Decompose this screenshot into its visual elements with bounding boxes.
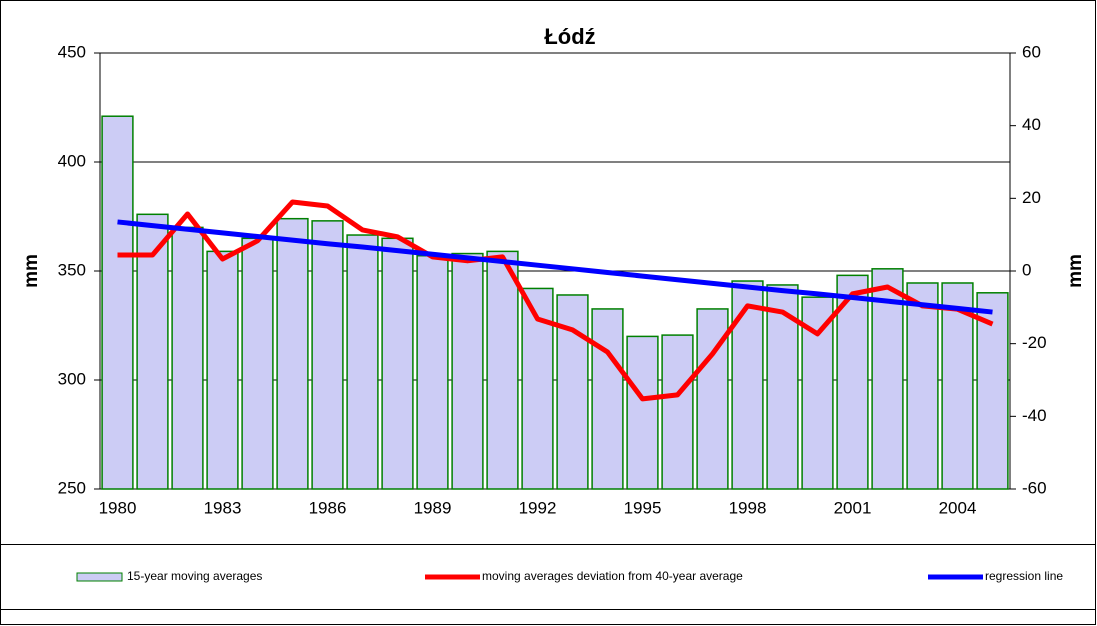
y2-tick-label: 40: [1022, 115, 1041, 134]
bar: [766, 284, 799, 490]
bar: [626, 335, 659, 490]
legend-swatch: [76, 572, 123, 582]
bar: [976, 292, 1009, 490]
bar: [836, 274, 869, 490]
x-tick-label: 1986: [309, 498, 347, 517]
bar: [136, 213, 169, 490]
legend-label: moving averages deviation from 40-year a…: [482, 569, 743, 583]
bar: [451, 252, 484, 490]
bar: [871, 268, 904, 490]
legend-label: 15-year moving averages: [127, 569, 262, 583]
y-tick-label: 350: [58, 260, 86, 279]
x-tick-label: 1998: [729, 498, 767, 517]
y-tick-label: 300: [58, 369, 86, 388]
y2-tick-label: 0: [1022, 260, 1031, 279]
bar: [171, 226, 204, 490]
x-tick-label: 1992: [519, 498, 557, 517]
y-tick-label: 250: [58, 478, 86, 497]
bar: [941, 282, 974, 490]
x-tick-label: 1980: [99, 498, 137, 517]
bar: [661, 334, 694, 490]
x-tick-label: 1995: [624, 498, 662, 517]
bar: [346, 234, 379, 490]
bar: [311, 220, 344, 490]
bar: [591, 308, 624, 490]
bar: [241, 237, 274, 490]
y2-tick-label: 20: [1022, 188, 1041, 207]
bar: [276, 217, 309, 490]
y-axis-label: mm: [21, 254, 42, 288]
y2-tick-label: -40: [1022, 406, 1047, 425]
y2-tick-label: 60: [1022, 42, 1041, 61]
chart-title: Łódź: [544, 24, 595, 49]
bar: [101, 115, 134, 490]
bar: [206, 250, 239, 490]
y-tick-label: 400: [58, 151, 86, 170]
y2-tick-label: -60: [1022, 478, 1047, 497]
line-series: [117, 199, 994, 402]
line-series: [117, 219, 993, 315]
legend-label: regression line: [985, 569, 1063, 583]
y-tick-label: 450: [58, 42, 86, 61]
bar: [486, 250, 519, 490]
x-tick-label: 2004: [939, 498, 977, 517]
bar: [416, 254, 449, 490]
bar: [731, 280, 764, 490]
x-tick-label: 2001: [834, 498, 872, 517]
y2-tick-label: -20: [1022, 333, 1047, 352]
y2-axis-label: mm: [1065, 254, 1086, 288]
bar: [381, 237, 414, 490]
bar: [906, 282, 939, 490]
x-tick-label: 1989: [414, 498, 452, 517]
x-tick-label: 1983: [204, 498, 242, 517]
plot-frame: [99, 52, 1011, 490]
